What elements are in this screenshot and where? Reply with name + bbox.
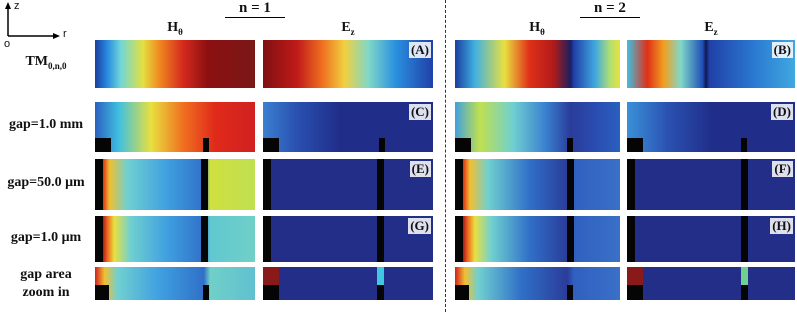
row-label: gap area zoom in (0, 266, 92, 302)
text: H (529, 20, 541, 35)
panel-label: (B) (771, 42, 793, 58)
row-label: gap=1.0 mm (8, 117, 84, 132)
column-header: Ez (681, 20, 741, 37)
column-header: Ez (318, 20, 378, 37)
field-panel (455, 102, 620, 152)
field-panel (95, 267, 255, 300)
divider (445, 0, 446, 312)
panel-label: (E) (409, 161, 431, 177)
column-header: Hθ (145, 20, 205, 37)
text: E (704, 20, 714, 35)
panel-label: (C) (408, 104, 431, 120)
axis-z: z (14, 0, 20, 12)
row-label: TM0,n,0 (0, 54, 92, 71)
text: θ (540, 26, 545, 37)
panel-label: (D) (770, 104, 793, 120)
field-panel (627, 267, 795, 300)
text: 0,n,0 (48, 60, 67, 71)
panel-label: (H) (770, 218, 793, 234)
group-label: n = 2 (580, 0, 640, 18)
text: θ (178, 26, 183, 37)
axis-origin: o (4, 38, 11, 50)
field-panel: (C) (263, 102, 433, 152)
axis-r: r (63, 28, 67, 40)
field-panel: (H) (627, 216, 795, 262)
field-panel: (E) (263, 159, 433, 210)
text: gap area (20, 267, 72, 282)
text: E (341, 20, 351, 35)
field-panel: (D) (627, 102, 795, 152)
field-panel (95, 216, 255, 262)
field-panel (455, 40, 620, 88)
field-panel (95, 102, 255, 152)
field-panel (95, 159, 255, 210)
text: zoom in (22, 285, 70, 300)
field-panel: (G) (263, 216, 433, 262)
group-label: n = 1 (225, 0, 285, 18)
column-header: Hθ (507, 20, 567, 37)
field-panel (95, 40, 255, 88)
text: TM (25, 54, 49, 69)
text: z (350, 26, 355, 37)
field-panel (455, 267, 620, 300)
row-label: gap=1.0 μm (10, 230, 82, 245)
field-panel: (F) (627, 159, 795, 210)
text: z (713, 26, 718, 37)
field-panel (263, 267, 433, 300)
field-panel (455, 159, 620, 210)
row-label: gap=50.0 μm (7, 175, 85, 190)
panel-label: (F) (772, 161, 793, 177)
text: H (167, 20, 179, 35)
field-panel: (B) (627, 40, 795, 88)
axis-icon (5, 2, 60, 39)
panel-label: (A) (408, 42, 431, 58)
field-panel: (A) (263, 40, 433, 88)
field-panel (455, 216, 620, 262)
panel-label: (G) (408, 218, 431, 234)
